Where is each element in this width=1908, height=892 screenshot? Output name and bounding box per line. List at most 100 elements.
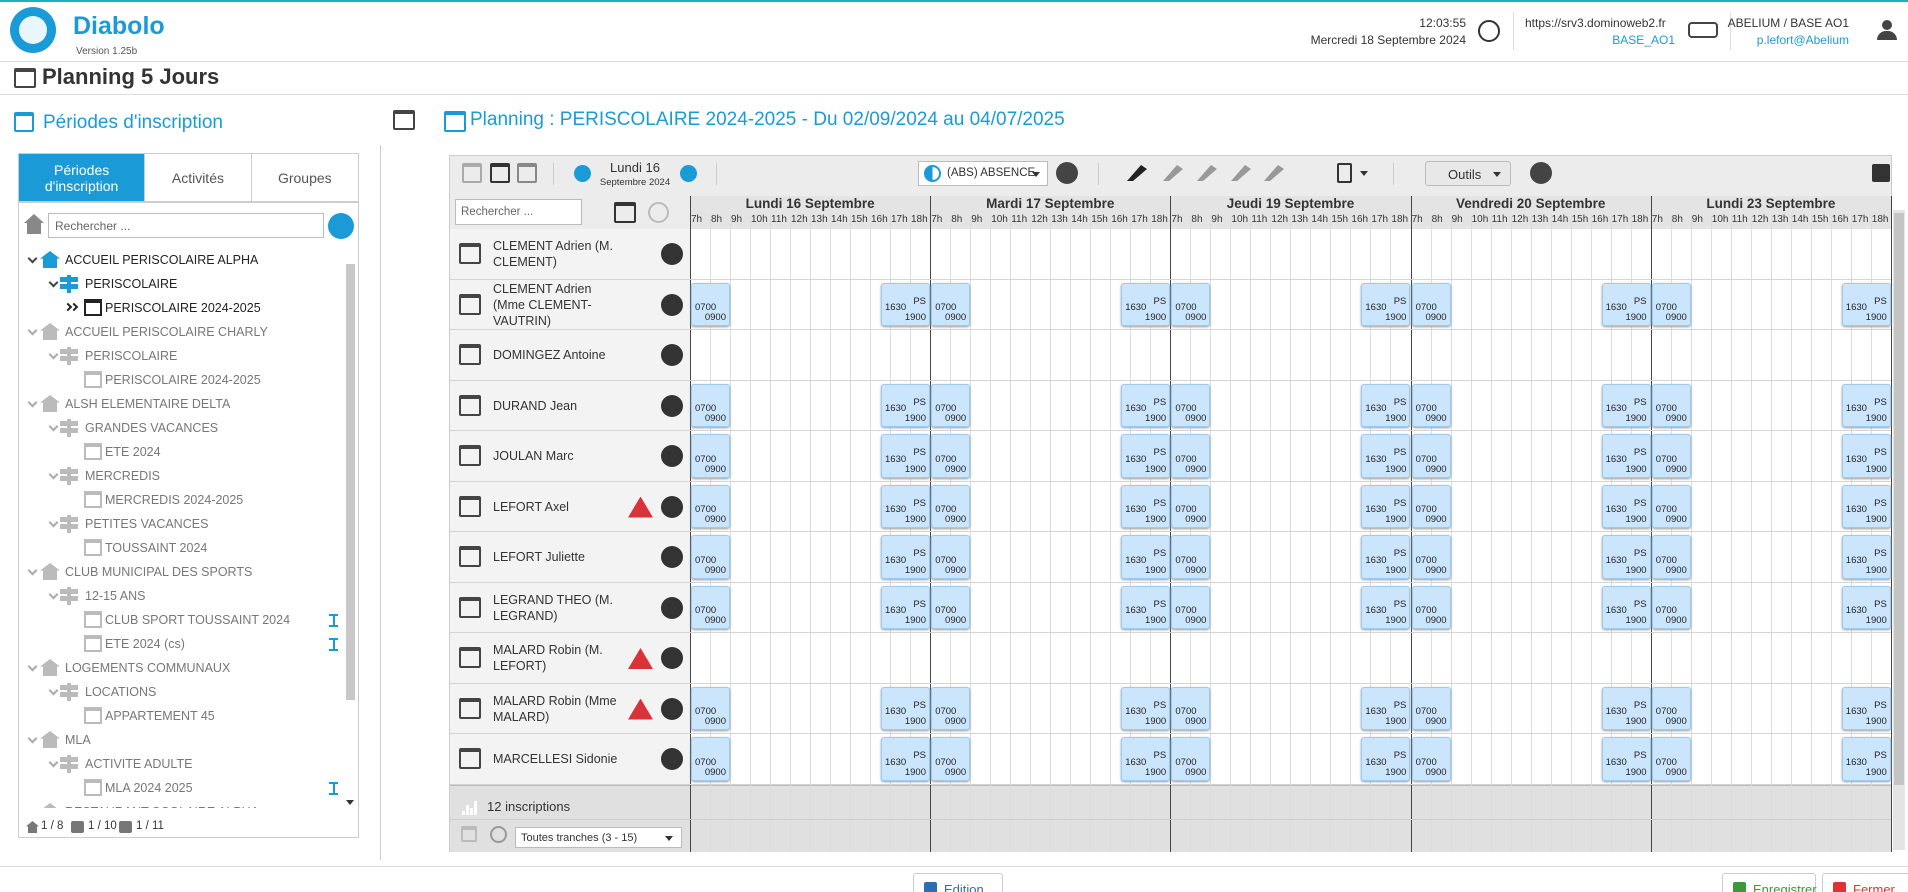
tree-chevron[interactable] [48, 685, 59, 696]
booking-icon[interactable] [459, 344, 481, 365]
booking-block[interactable]: 0700 0900 [691, 535, 730, 579]
tree-label[interactable]: ACCUEIL PERISCOLAIRE ALPHA [65, 253, 259, 267]
booking-block[interactable]: 0700 0900 [1171, 686, 1211, 730]
booking-block[interactable]: 1630 1900 PS [1601, 434, 1651, 478]
view-icon[interactable] [517, 163, 537, 183]
settings-button[interactable] [1056, 162, 1078, 184]
tree-label[interactable]: ACCUEIL PERISCOLAIRE CHARLY [65, 325, 268, 339]
booking-block[interactable]: 1630 1900 PS [1841, 686, 1891, 730]
next-day[interactable] [679, 164, 697, 182]
view-icon[interactable] [490, 163, 510, 183]
booking-icon[interactable] [459, 546, 481, 567]
tree-label[interactable]: 12-15 ANS [85, 589, 146, 603]
info-button[interactable] [661, 596, 683, 619]
booking-block[interactable]: 0700 0900 [691, 737, 730, 781]
info-button[interactable] [661, 394, 683, 417]
range-select[interactable]: Toutes tranches (3 - 15) [515, 826, 682, 848]
booking-block[interactable]: 1630 1900 PS [881, 434, 930, 478]
booking-block[interactable]: 1630 1900 PS [1841, 535, 1891, 579]
tab[interactable]: Groupes [250, 154, 358, 201]
tree-label[interactable]: ACTIVITE ADULTE [85, 757, 193, 771]
tree-chevron[interactable] [48, 349, 59, 360]
booking-block[interactable]: 1630 1900 PS [881, 484, 930, 528]
action-button[interactable]: Edition [913, 873, 1003, 892]
tree-chevron[interactable] [48, 517, 59, 528]
booking-block[interactable]: 1630 1900 PS [1361, 737, 1411, 781]
booking-block[interactable]: 1630 1900 PS [1601, 383, 1651, 427]
booking-block[interactable]: 0700 0900 [1171, 535, 1211, 579]
booking-block[interactable]: 0700 0900 [691, 282, 730, 326]
tree-label[interactable]: PERISCOLAIRE 2024-2025 [105, 301, 261, 315]
booking-block[interactable]: 1630 1900 PS [1601, 585, 1651, 629]
save-icon[interactable] [1872, 164, 1890, 182]
tree-label[interactable]: TOUSSAINT 2024 [105, 541, 208, 555]
booking-block[interactable]: 0700 0900 [1171, 585, 1211, 629]
booking-icon[interactable] [459, 293, 481, 315]
tree-label[interactable]: CLUB SPORT TOUSSAINT 2024 [105, 613, 291, 627]
tree-label[interactable]: RESTAURANT SCOLAIRE ALPHA [65, 800, 259, 808]
settings-button[interactable] [1530, 162, 1552, 184]
grid-search[interactable]: Rechercher ... [455, 199, 582, 225]
clock-button[interactable] [648, 202, 669, 223]
booking-block[interactable]: 0700 0900 [931, 686, 971, 730]
booking-block[interactable]: 0700 0900 [1651, 585, 1691, 629]
booking-block[interactable]: 1630 1900 PS [1121, 585, 1171, 629]
booking-block[interactable]: 1630 1900 PS [1841, 484, 1891, 528]
booking-block[interactable]: 0700 0900 [931, 282, 971, 326]
tree-label[interactable]: CLUB MUNICIPAL DES SPORTS [65, 565, 253, 579]
tree-search[interactable]: Rechercher ... [48, 213, 324, 238]
booking-block[interactable]: 1630 1900 PS [1361, 434, 1411, 478]
booking-block[interactable]: 0700 0900 [1411, 484, 1451, 528]
home-button[interactable] [24, 214, 44, 234]
tree-chevron[interactable] [27, 661, 38, 672]
booking-block[interactable]: 1630 1900 PS [1841, 585, 1891, 629]
export-icon[interactable] [1337, 163, 1352, 183]
info-button[interactable] [661, 495, 683, 518]
tree-chevron[interactable] [27, 565, 38, 576]
booking-block[interactable]: 0700 0900 [1411, 434, 1451, 478]
booking-block[interactable]: 1630 1900 PS [1601, 484, 1651, 528]
booking-icon[interactable] [459, 394, 481, 416]
booking-block[interactable]: 1630 1900 PS [1361, 686, 1411, 730]
booking-block[interactable]: 1630 1900 PS [1361, 585, 1411, 629]
booking-block[interactable]: 0700 0900 [1171, 434, 1211, 478]
info-button[interactable] [661, 445, 683, 468]
tree-label[interactable]: PERISCOLAIRE [85, 277, 178, 291]
booking-block[interactable]: 1630 1900 PS [1841, 383, 1891, 427]
booking-block[interactable]: 0700 0900 [691, 686, 730, 730]
booking-block[interactable]: 0700 0900 [1651, 282, 1691, 326]
sidebar-toggle[interactable] [393, 110, 415, 130]
action-button[interactable]: Fermer [1822, 873, 1908, 892]
tree-label[interactable]: PERISCOLAIRE [85, 349, 178, 363]
booking-block[interactable]: 0700 0900 [1651, 737, 1691, 781]
booking-block[interactable]: 0700 0900 [931, 484, 971, 528]
info-button[interactable] [661, 748, 683, 771]
booking-block[interactable]: 0700 0900 [1411, 737, 1451, 781]
booking-block[interactable]: 0700 0900 [691, 383, 730, 427]
booking-block[interactable]: 1630 1900 PS [1841, 434, 1891, 478]
booking-icon[interactable] [459, 647, 481, 668]
tree-chevron[interactable] [48, 421, 59, 432]
booking-block[interactable]: 1630 1900 PS [1601, 282, 1651, 326]
info-button[interactable] [661, 546, 683, 569]
booking-block[interactable]: 1630 1900 PS [1361, 484, 1411, 528]
booking-block[interactable]: 0700 0900 [1411, 383, 1451, 427]
calendar-icon[interactable] [614, 202, 636, 223]
booking-block[interactable]: 1630 1900 PS [881, 383, 930, 427]
tree-view-button[interactable] [328, 213, 354, 239]
booking-block[interactable]: 1630 1900 PS [881, 686, 930, 730]
tree-chevron[interactable] [27, 805, 38, 808]
booking-block[interactable]: 0700 0900 [1411, 686, 1451, 730]
tree-label[interactable]: PERISCOLAIRE 2024-2025 [105, 373, 261, 387]
tree-label[interactable]: PETITES VACANCES [85, 517, 209, 531]
booking-block[interactable]: 0700 0900 [931, 434, 971, 478]
tree-chevron[interactable] [27, 397, 38, 408]
booking-block[interactable]: 1630 1900 PS [881, 737, 930, 781]
booking-block[interactable]: 0700 0900 [691, 434, 730, 478]
tree-label[interactable]: MLA [65, 733, 91, 747]
booking-block[interactable]: 0700 0900 [1171, 737, 1211, 781]
info-button[interactable] [661, 647, 683, 670]
booking-block[interactable]: 0700 0900 [1171, 282, 1211, 326]
tree-chevron[interactable] [48, 469, 59, 480]
booking-icon[interactable] [459, 495, 481, 517]
